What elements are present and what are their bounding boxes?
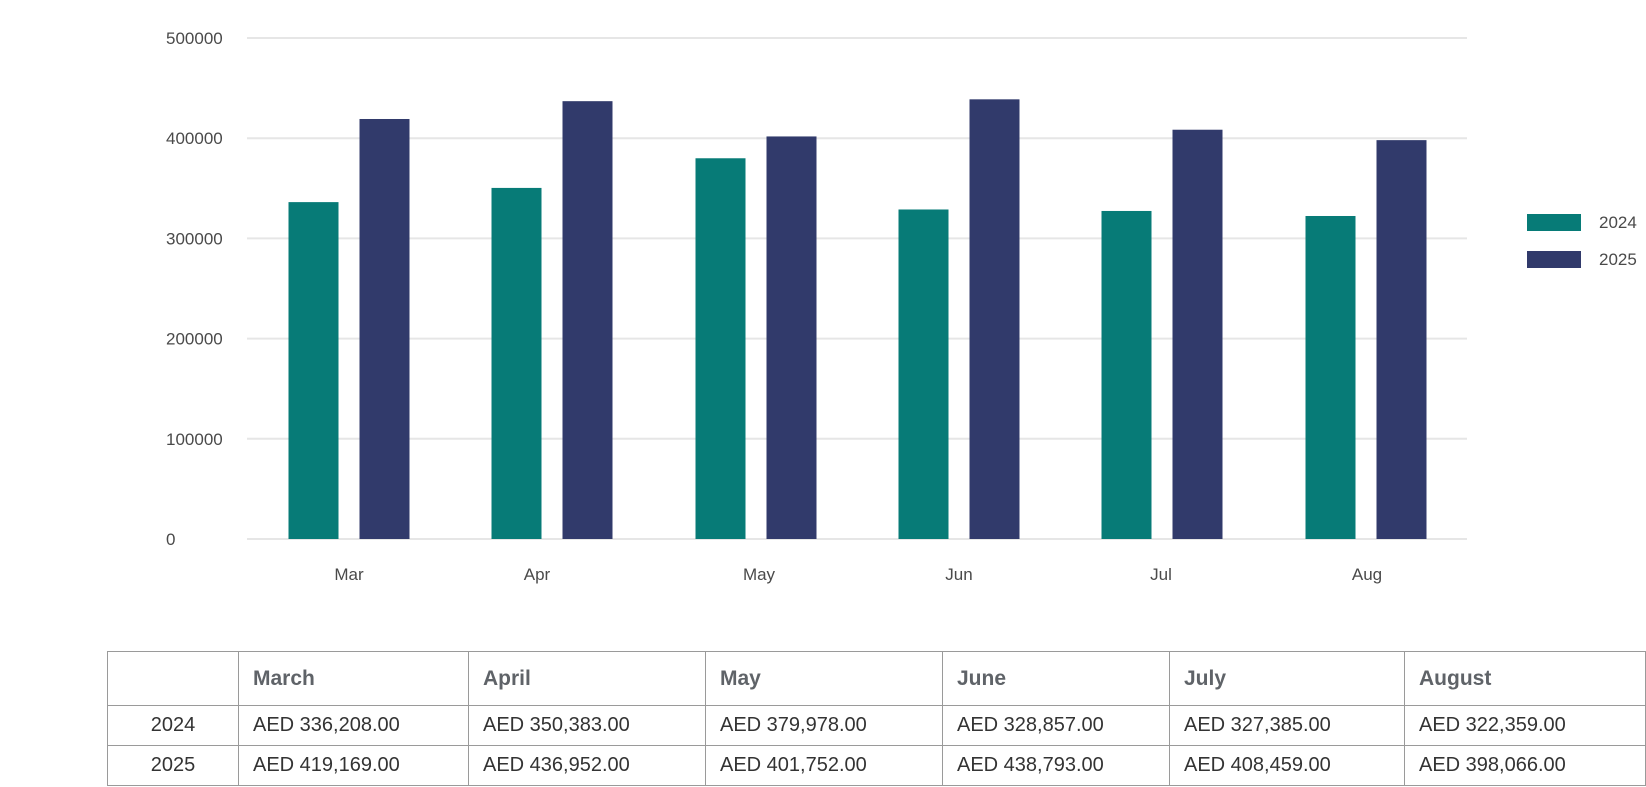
table-cell: AED 350,383.00 (468, 705, 706, 746)
bar-2025-may (766, 136, 817, 539)
bar-2025-apr (562, 101, 613, 539)
bar-2024-jun (898, 209, 949, 539)
table-cell: AED 379,978.00 (705, 705, 943, 746)
bar-2024-may (695, 158, 746, 540)
table-cell: AED 436,952.00 (468, 745, 706, 786)
bars (288, 99, 1427, 540)
table-header-cell: March (238, 651, 469, 706)
y-tick-label: 0 (166, 530, 175, 549)
table-cell: AED 438,793.00 (942, 745, 1170, 786)
bar-2025-jun (969, 99, 1020, 540)
table-row: 2024 AED 336,208.00 AED 350,383.00 AED 3… (107, 705, 1646, 746)
bar-2025-jul (1172, 129, 1223, 540)
table-header-cell: May (705, 651, 943, 706)
bar-2024-mar (288, 202, 339, 540)
table-cell: AED 322,359.00 (1404, 705, 1646, 746)
table-cell: AED 408,459.00 (1169, 745, 1405, 786)
table-header-row: March April May June July August (107, 651, 1646, 706)
table-row: 2025 AED 419,169.00 AED 436,952.00 AED 4… (107, 745, 1646, 786)
y-tick-label: 300000 (166, 229, 223, 248)
table-cell: AED 327,385.00 (1169, 705, 1405, 746)
legend-swatch-2025 (1527, 251, 1581, 268)
legend-label: 2025 (1599, 250, 1637, 269)
table-cell: AED 328,857.00 (942, 705, 1170, 746)
y-tick-label: 400000 (166, 129, 223, 148)
bar-2024-aug (1305, 215, 1356, 539)
data-table: March April May June July August 2024 AE… (107, 651, 1646, 786)
gridlines (247, 37, 1467, 540)
x-tick-label: May (743, 565, 776, 584)
y-tick-label: 100000 (166, 430, 223, 449)
legend: 2024 2025 (1527, 213, 1637, 269)
x-tick-label: Apr (524, 565, 551, 584)
bar-2024-apr (491, 187, 542, 539)
table-header-cell: August (1404, 651, 1646, 706)
table-cell: AED 419,169.00 (238, 745, 469, 786)
table-cell: AED 336,208.00 (238, 705, 469, 746)
table-row-label: 2025 (107, 745, 239, 786)
x-tick-label: Mar (334, 565, 364, 584)
table-header-cell: April (468, 651, 706, 706)
y-tick-label: 500000 (166, 29, 223, 48)
x-tick-label: Aug (1352, 565, 1382, 584)
y-axis-ticks: 0 100000 200000 300000 400000 500000 (166, 29, 223, 549)
table-cell: AED 398,066.00 (1404, 745, 1646, 786)
table-header-cell: July (1169, 651, 1405, 706)
table-header-cell: June (942, 651, 1170, 706)
y-tick-label: 200000 (166, 330, 223, 349)
table-cell: AED 401,752.00 (705, 745, 943, 786)
x-tick-label: Jul (1150, 565, 1172, 584)
legend-swatch-2024 (1527, 214, 1581, 231)
table-header-cell-corner (107, 651, 239, 706)
legend-label: 2024 (1599, 213, 1637, 232)
x-tick-label: Jun (945, 565, 972, 584)
bar-2024-jul (1101, 210, 1152, 539)
x-axis-labels: Mar Apr May Jun Jul Aug (334, 565, 1382, 584)
bar-2025-mar (359, 118, 410, 539)
table-row-label: 2024 (107, 705, 239, 746)
bar-2025-aug (1376, 140, 1427, 539)
